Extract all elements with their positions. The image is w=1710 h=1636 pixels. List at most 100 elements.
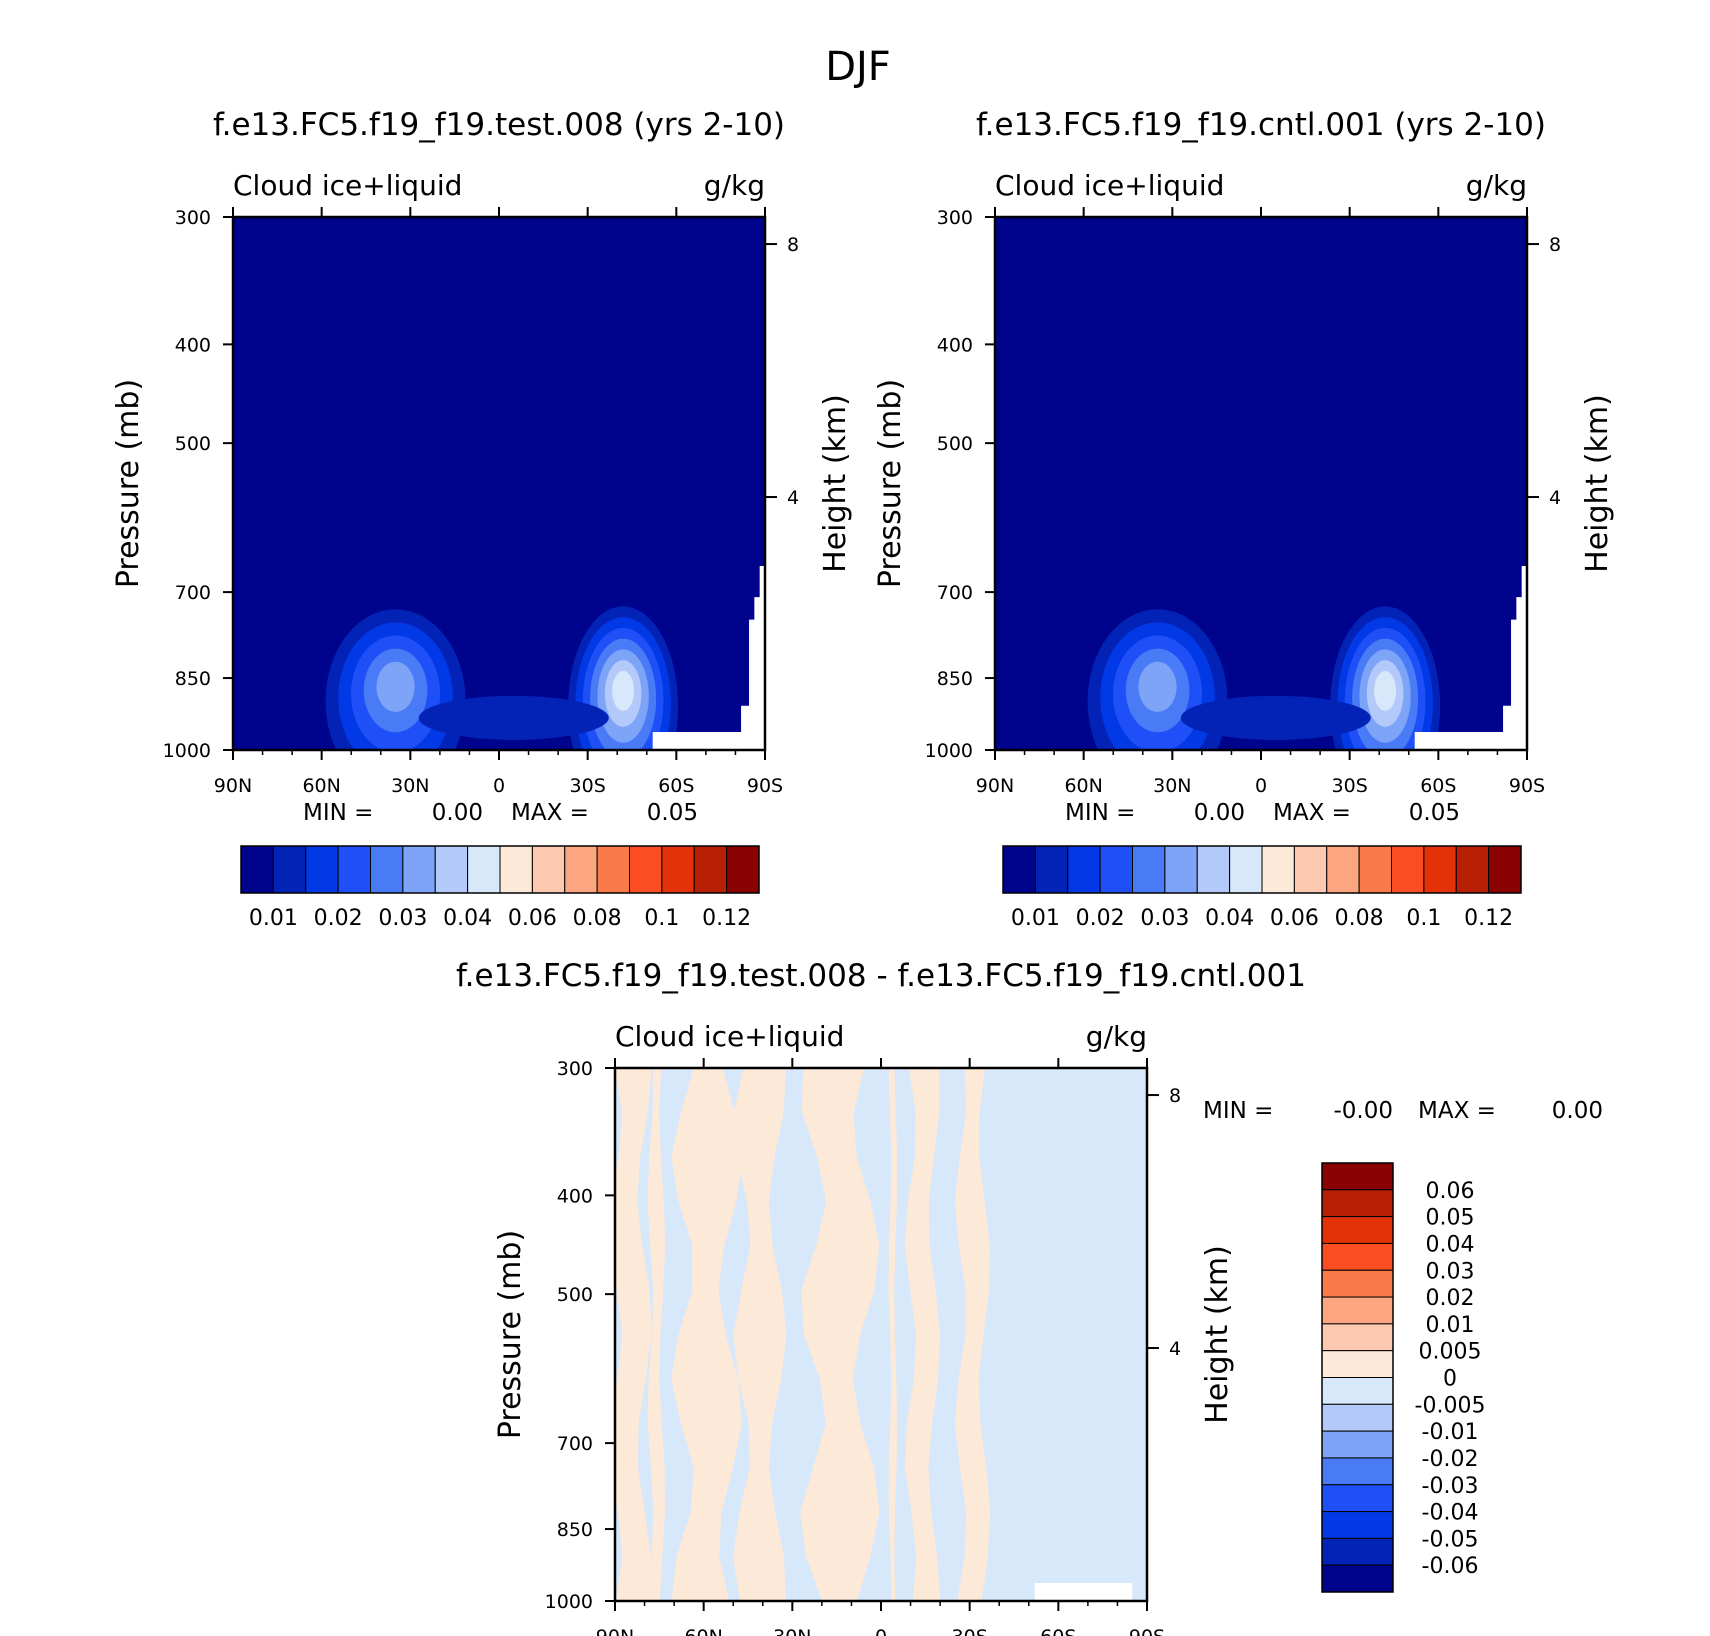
plot-area <box>995 217 1527 750</box>
colorbar-swatch <box>726 845 760 894</box>
panel-2: f.e13.FC5.f19_f19.cntl.001 (yrs 2-10) Clo… <box>873 107 1615 797</box>
panel-title: f.e13.FC5.f19_f19.test.008 - f.e13.FC5.f… <box>456 958 1306 994</box>
missing-data-region <box>1414 566 1527 750</box>
y2-tick-label: 4 <box>1549 487 1561 509</box>
min-value: 0.00 <box>432 800 483 826</box>
colorbar-swatch <box>240 845 274 894</box>
y2-tick-label: 8 <box>1169 1085 1181 1107</box>
colorbar-swatch <box>1321 1323 1394 1352</box>
x-tick-label: 30S <box>952 1626 988 1636</box>
positive-band <box>647 1068 666 1601</box>
y-tick-label: 500 <box>937 433 973 455</box>
colorbar-swatch <box>1321 1216 1394 1244</box>
x-tick-label: 90S <box>1129 1626 1165 1636</box>
colorbar-label: 0.1 <box>1406 906 1441 931</box>
colorbar-swatch <box>1391 845 1425 894</box>
x-tick-label: 30N <box>773 1626 811 1636</box>
colorbar-label: -0.04 <box>1422 1501 1479 1526</box>
x-tick-label: 30S <box>570 775 606 797</box>
y2-axis-label: Height (km) <box>818 394 853 573</box>
y-tick-label: 1000 <box>163 740 211 762</box>
positive-band <box>733 1068 787 1601</box>
colorbar-label: 0.04 <box>443 906 492 931</box>
colorbar-swatch <box>1321 1403 1394 1432</box>
panel-title: f.e13.FC5.f19_f19.test.008 (yrs 2-10) <box>213 107 785 143</box>
colorbar-label: 0.1 <box>644 906 679 931</box>
y-tick-label: 400 <box>175 334 211 356</box>
contour-level-5 <box>1138 661 1177 712</box>
colorbar-swatch <box>434 845 469 894</box>
plot-area <box>233 217 765 750</box>
colorbar-label: 0.12 <box>1464 906 1513 931</box>
y-tick-label: 850 <box>175 668 211 690</box>
colorbar-label: 0.02 <box>314 906 363 931</box>
colorbar-swatch <box>1488 845 1522 894</box>
x-tick-label: 0 <box>875 1626 887 1636</box>
colorbar-swatch <box>1321 1511 1394 1539</box>
colorbar-swatch <box>272 845 307 894</box>
colorbar-swatch <box>1321 1484 1394 1513</box>
colorbar-label: -0.02 <box>1422 1447 1479 1472</box>
colorbar-swatch <box>337 845 371 894</box>
colorbar-swatch <box>629 845 663 894</box>
y2-tick-label: 8 <box>787 234 799 256</box>
plot-area <box>615 1068 1147 1601</box>
colorbar-label: 0.005 <box>1419 1340 1482 1365</box>
field-background <box>233 217 765 750</box>
positive-band <box>904 1068 941 1601</box>
colorbar-swatch <box>467 845 501 894</box>
colorbar-label: 0.01 <box>249 906 298 931</box>
colorbar-label: -0.01 <box>1422 1420 1479 1445</box>
colorbar-label: 0 <box>1443 1367 1457 1392</box>
variable-label: Cloud ice+liquid <box>995 169 1224 202</box>
colorbar-swatch <box>1164 845 1198 894</box>
colorbar-label: 0.06 <box>508 906 557 931</box>
colorbar-swatch <box>1196 845 1231 894</box>
y-axis-label: Pressure (mb) <box>493 1230 528 1439</box>
colorbar-swatch <box>1132 845 1166 894</box>
colorbar-label: 0.05 <box>1426 1206 1475 1231</box>
colorbar-swatch <box>1321 1296 1394 1325</box>
colorbar-swatch <box>1293 845 1328 894</box>
figure-title: DJF <box>825 44 891 90</box>
colorbar-label: 0.08 <box>1335 906 1384 931</box>
colorbar-label: 0.02 <box>1426 1286 1475 1311</box>
x-tick-label: 60N <box>302 775 340 797</box>
colorbar-swatch <box>531 845 566 894</box>
colorbar-frame <box>1321 1162 1394 1593</box>
panel-3: f.e13.FC5.f19_f19.test.008 - f.e13.FC5.f… <box>456 958 1306 1636</box>
colorbar-label: 0.08 <box>573 906 622 931</box>
colorbar-label: 0.03 <box>378 906 427 931</box>
x-tick-label: 30S <box>1332 775 1368 797</box>
minmax-3: MIN = -0.00 MAX = 0.000.060.050.040.030.020… <box>1203 1098 1603 1593</box>
colorbar-label: 0.01 <box>1426 1313 1475 1338</box>
min-label: MIN = <box>1203 1098 1273 1124</box>
x-tick-label: 60S <box>1040 1626 1076 1636</box>
colorbar-swatch <box>1067 845 1101 894</box>
x-tick-label: 0 <box>1255 775 1267 797</box>
colorbar-swatch <box>1321 1162 1394 1191</box>
y-tick-label: 300 <box>175 207 211 229</box>
y-tick-label: 500 <box>175 433 211 455</box>
positive-band <box>671 1068 742 1601</box>
x-tick-label: 30N <box>391 775 429 797</box>
colorbar-swatch <box>1321 1537 1394 1566</box>
colorbar-swatch <box>402 845 436 894</box>
colorbar-swatch <box>499 845 533 894</box>
colorbar-label: 0.06 <box>1270 906 1319 931</box>
colorbar-label: -0.05 <box>1422 1527 1479 1552</box>
field-background <box>995 217 1527 750</box>
max-label: MAX = <box>1418 1098 1496 1124</box>
contour-level-1 <box>418 695 609 740</box>
x-tick-label: 90S <box>1509 775 1545 797</box>
y-tick-label: 850 <box>557 1519 593 1541</box>
max-value: 0.05 <box>647 800 698 826</box>
y-tick-label: 300 <box>937 207 973 229</box>
y-tick-label: 700 <box>175 582 211 604</box>
colorbar-swatch <box>1034 845 1069 894</box>
x-tick-label: 90N <box>976 775 1014 797</box>
colorbar-swatch <box>305 845 339 894</box>
contour-level-7 <box>1374 670 1397 711</box>
x-tick-label: 90N <box>214 775 252 797</box>
minmax-1: MIN = 0.00 MAX = 0.05 0.01 0.02 0.03 0.04 0.06 0.… <box>240 800 760 931</box>
